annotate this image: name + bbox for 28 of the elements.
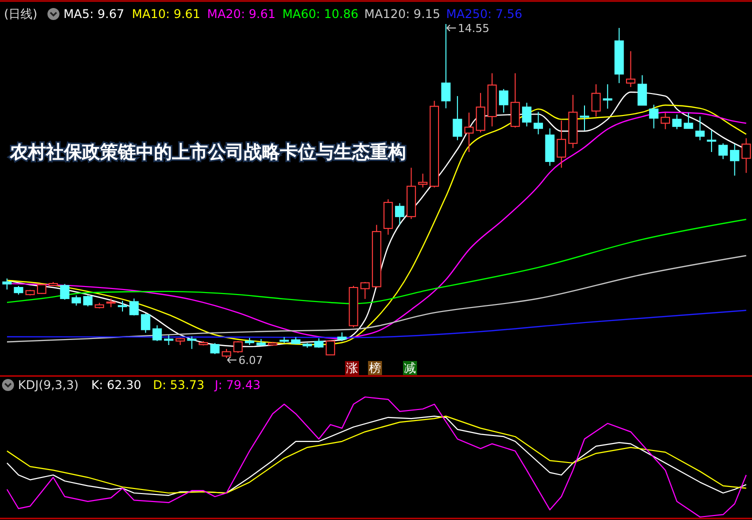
text: 农村社保政策链中的上市公司战略卡位与生态重构 <box>9 142 406 163</box>
candlestick <box>534 111 543 135</box>
candlestick <box>487 72 497 127</box>
text: MA60: 10.86 <box>282 7 358 21</box>
candlestick <box>591 84 601 118</box>
chart-title: KDJ(9,3,3) <box>18 378 79 392</box>
text: K: 62.30 <box>91 378 142 392</box>
candlestick <box>441 24 451 109</box>
text: D: 53.73 <box>152 378 204 392</box>
candlestick <box>614 27 624 84</box>
text: MA120: 9.15 <box>364 7 440 21</box>
chart-subtitle: (日线) <box>4 7 38 21</box>
candlestick <box>556 120 566 168</box>
text: J: 79.43 <box>214 378 260 392</box>
candlestick <box>464 112 474 153</box>
annotation: 6.07 <box>238 354 263 367</box>
annotation: 14.55 <box>458 22 490 35</box>
candlestick <box>602 84 612 110</box>
candlestick <box>649 104 658 129</box>
candlestick <box>395 202 404 226</box>
candlestick <box>742 138 751 174</box>
text: MA5: 9.67 <box>63 7 124 21</box>
candlestick <box>730 144 740 176</box>
text: MA20: 9.61 <box>207 7 276 21</box>
text: MA250: 7.56 <box>446 7 522 21</box>
candlestick <box>580 105 590 131</box>
text: MA10: 9.61 <box>132 7 200 21</box>
candlestick <box>706 130 716 153</box>
